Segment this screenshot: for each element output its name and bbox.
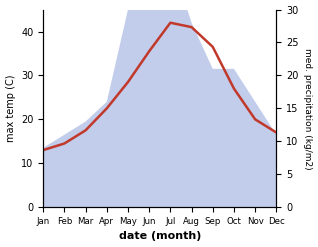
X-axis label: date (month): date (month): [119, 231, 201, 242]
Y-axis label: max temp (C): max temp (C): [5, 75, 16, 142]
Y-axis label: med. precipitation (kg/m2): med. precipitation (kg/m2): [303, 48, 313, 169]
